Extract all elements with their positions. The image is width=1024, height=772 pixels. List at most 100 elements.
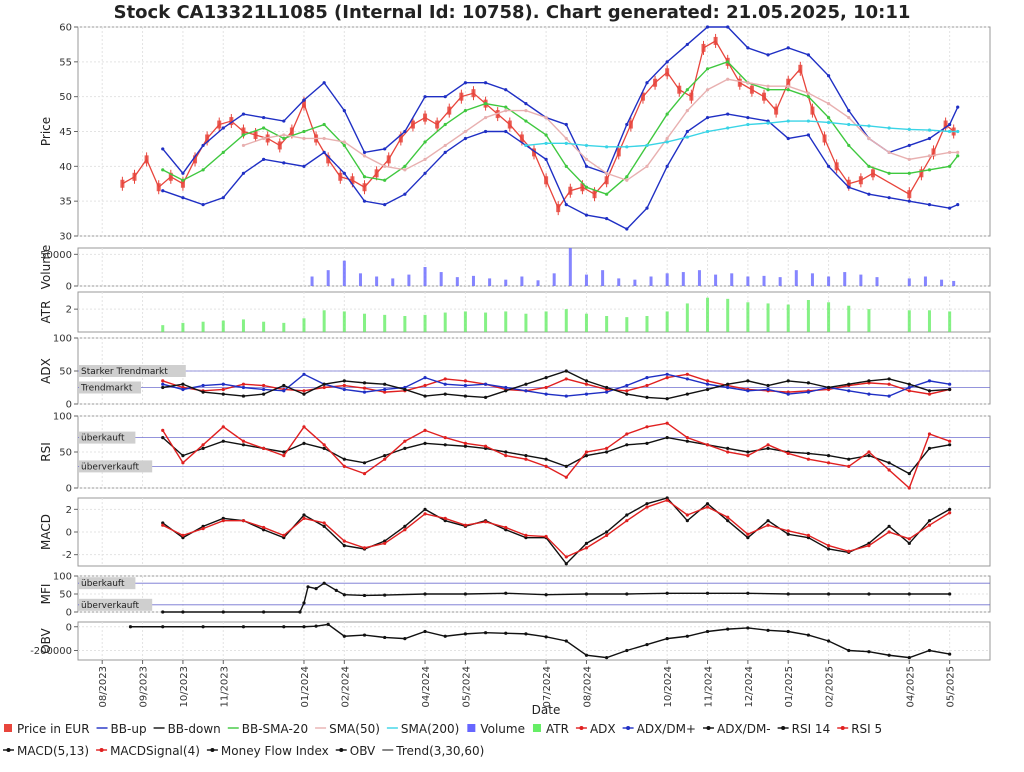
bar xyxy=(617,278,621,286)
bar xyxy=(605,316,609,332)
y-tick-label: 50 xyxy=(59,367,72,378)
data-point xyxy=(685,135,689,139)
data-point xyxy=(423,95,427,99)
data-point xyxy=(504,385,508,390)
series-money-flow-index xyxy=(161,581,952,614)
data-point xyxy=(847,389,851,393)
data-point xyxy=(443,143,447,148)
data-point xyxy=(907,157,911,161)
x-tick-label: 04/2024 xyxy=(421,666,432,708)
data-point xyxy=(605,533,609,538)
data-point xyxy=(605,390,609,394)
data-point xyxy=(342,539,346,543)
data-point xyxy=(262,115,266,120)
data-point xyxy=(483,81,488,85)
data-point xyxy=(948,443,952,447)
data-point xyxy=(806,533,811,538)
data-point xyxy=(443,95,447,99)
data-point xyxy=(302,441,306,445)
bar xyxy=(649,276,653,286)
data-point xyxy=(524,382,528,386)
data-point xyxy=(645,642,649,647)
bar xyxy=(794,270,798,286)
data-point xyxy=(956,203,960,207)
data-point xyxy=(948,382,952,386)
panel-macd: -2 0 2 MACD xyxy=(39,496,991,567)
data-point xyxy=(423,157,427,161)
indicator-panels: 30354045505560Price050000Volume2ATR05010… xyxy=(30,23,991,661)
data-point xyxy=(927,379,932,383)
data-point xyxy=(665,60,669,64)
legend-item: MACDSignal(4) xyxy=(96,744,200,758)
data-point xyxy=(726,126,730,130)
data-point xyxy=(201,383,205,388)
bar xyxy=(746,302,750,332)
data-point xyxy=(645,81,649,85)
data-point xyxy=(806,451,811,456)
data-point xyxy=(887,382,891,386)
data-point xyxy=(847,115,851,120)
data-point xyxy=(241,394,246,398)
data-point xyxy=(705,505,710,509)
bar xyxy=(181,322,185,332)
zone-label-bg xyxy=(79,381,141,394)
data-point xyxy=(524,457,528,461)
data-point xyxy=(887,196,891,200)
data-point xyxy=(786,529,790,533)
data-point xyxy=(665,372,669,376)
data-point xyxy=(645,383,649,388)
data-point xyxy=(403,192,407,196)
bar xyxy=(342,260,346,286)
data-point xyxy=(483,395,488,399)
data-point xyxy=(221,196,225,200)
series-line xyxy=(162,373,950,397)
bar xyxy=(221,320,225,332)
legend-item: Volume xyxy=(467,722,525,736)
data-point xyxy=(403,637,407,641)
data-point xyxy=(463,109,467,113)
data-point xyxy=(262,136,266,141)
data-point xyxy=(423,629,427,634)
bar xyxy=(484,312,488,332)
data-point xyxy=(241,133,246,137)
data-point xyxy=(605,171,609,175)
data-point xyxy=(786,379,790,383)
data-point xyxy=(282,161,286,165)
bar xyxy=(407,274,411,286)
series-volume xyxy=(310,248,956,286)
legend-label: RSI 14 xyxy=(792,722,831,736)
y-tick-label: -2 xyxy=(62,550,72,561)
data-point xyxy=(705,382,710,386)
data-point xyxy=(564,164,568,168)
data-point xyxy=(948,592,952,596)
data-point xyxy=(907,171,911,175)
data-point xyxy=(383,593,387,597)
data-point xyxy=(504,454,508,458)
data-point xyxy=(766,53,770,57)
data-point xyxy=(584,546,589,550)
data-point xyxy=(221,439,225,443)
data-point xyxy=(766,443,770,447)
data-point xyxy=(443,377,447,381)
data-point xyxy=(524,533,528,538)
data-point xyxy=(907,472,911,476)
bar xyxy=(282,322,286,332)
data-point xyxy=(685,129,689,134)
legend-swatch-dot xyxy=(99,748,104,752)
data-point xyxy=(161,625,165,629)
data-point xyxy=(887,377,891,381)
bar xyxy=(310,276,314,286)
bar xyxy=(730,273,734,286)
legend-item: BB-down xyxy=(153,722,221,736)
data-point xyxy=(322,122,326,127)
y-tick-label: 50000 xyxy=(40,250,72,261)
data-point xyxy=(766,519,770,523)
series-rsi-5 xyxy=(161,421,952,490)
data-point xyxy=(282,389,286,393)
bar xyxy=(762,275,766,286)
data-point xyxy=(948,652,952,656)
data-point xyxy=(847,648,851,653)
bar xyxy=(706,297,710,332)
data-point xyxy=(665,591,669,595)
